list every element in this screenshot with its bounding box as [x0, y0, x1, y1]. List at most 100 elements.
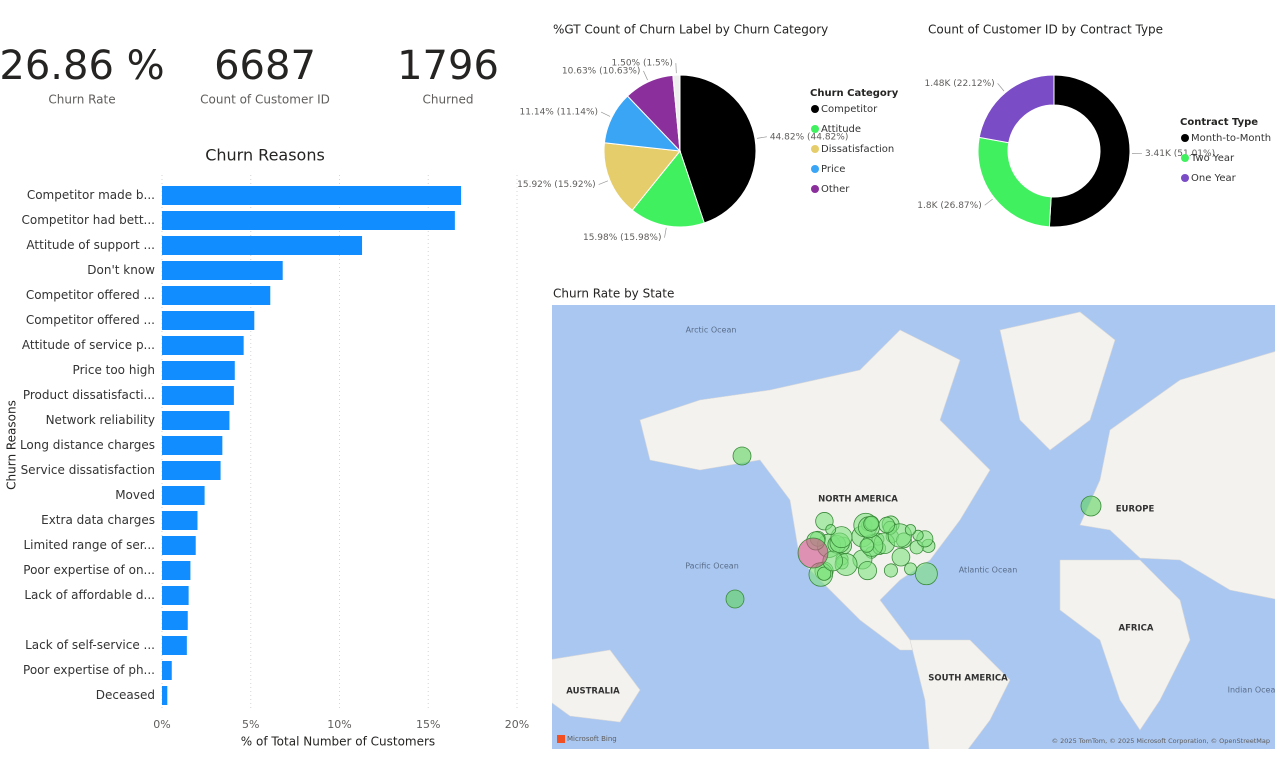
data-label: 1.50% (1.5%)	[612, 59, 673, 69]
bar	[162, 186, 462, 205]
land	[639, 329, 991, 651]
x-tick-label: 15%	[416, 718, 440, 731]
y-tick-label: Competitor offered ...	[26, 313, 155, 327]
y-tick-label: Limited range of ser...	[23, 538, 155, 552]
bing-logo	[557, 735, 565, 743]
bar	[162, 261, 283, 280]
card-label: Churned	[423, 93, 474, 107]
map-bubble	[732, 446, 752, 466]
slice	[679, 74, 757, 224]
y-tick-label: Deceased	[96, 688, 155, 702]
bar	[162, 586, 189, 605]
y-tick-label: Extra data charges	[41, 513, 155, 527]
slice	[631, 149, 705, 228]
map-label: Atlantic Ocean	[959, 566, 1018, 575]
bar	[162, 661, 172, 680]
data-label: 15.92% (15.92%)	[517, 180, 596, 190]
legend-label: Price	[821, 164, 845, 175]
legend-marker	[811, 185, 819, 193]
data-label: 1.48K (22.12%)	[924, 79, 994, 89]
y-axis-label: Churn Reasons	[5, 400, 19, 490]
map-labels: Arctic Ocean NORTH AMERICA EUROPE Pacific O…	[566, 326, 1275, 697]
y-tick-label: Lack of self-service ...	[25, 638, 155, 652]
map-label: AUSTRALIA	[566, 687, 620, 697]
bar	[162, 286, 271, 305]
bar	[162, 336, 244, 355]
map-bubble	[725, 589, 745, 609]
data-label: 15.98% (15.98%)	[583, 233, 662, 243]
y-tick-label: Competitor had bett...	[22, 213, 156, 227]
y-tick-label: Attitude of service p...	[22, 338, 155, 352]
y-tick-label: Competitor made b...	[27, 188, 155, 202]
y-tick-label: Don't know	[87, 263, 155, 277]
legend-label: Dissatisfaction	[821, 144, 894, 155]
data-label: 11.14% (11.14%)	[520, 108, 599, 118]
bar	[162, 486, 205, 505]
map-label: SOUTH AMERICA	[928, 674, 1008, 684]
map-bubble	[797, 537, 829, 569]
land	[999, 311, 1116, 451]
map-bubble	[891, 547, 911, 567]
legend-label: Attitude	[821, 124, 861, 135]
bar	[162, 561, 191, 580]
card-value: 1796	[397, 43, 499, 89]
bar	[162, 536, 196, 555]
slice	[977, 136, 1052, 228]
slice	[978, 74, 1055, 144]
bar	[162, 686, 168, 705]
leader-line	[997, 83, 1005, 92]
legend-marker	[811, 125, 819, 133]
legend-label: Competitor	[821, 104, 878, 115]
legend-label: Two Year	[1190, 153, 1235, 164]
bubbles	[725, 446, 1102, 609]
land	[1059, 559, 1191, 731]
y-tick-label: Product dissatisfacti...	[23, 388, 155, 402]
data-label: 44.82% (44.82%)	[770, 132, 849, 142]
map-bubble	[825, 524, 837, 535]
map-label: NORTH AMERICA	[818, 495, 898, 505]
map-label: Pacific Ocean	[685, 562, 739, 571]
data-label: 1.8K (26.87%)	[917, 201, 981, 211]
leader-line	[600, 111, 611, 117]
legend-marker	[811, 145, 819, 153]
map-label: AFRICA	[1119, 624, 1154, 634]
map-bubble	[914, 562, 938, 586]
slice	[1048, 74, 1131, 228]
card-value: 26.86 %	[0, 43, 165, 89]
leader-line	[756, 136, 767, 139]
leader-line	[984, 198, 993, 206]
leader-line	[598, 180, 609, 185]
y-tick-label: Poor expertise of ph...	[23, 663, 155, 677]
bar	[162, 311, 255, 330]
y-tick-label: Service dissatisfaction	[21, 463, 155, 477]
legend-marker	[811, 105, 819, 113]
bar	[162, 436, 223, 455]
y-tick-label: Competitor offered ...	[26, 288, 155, 302]
map-logo: Microsoft Bing	[567, 735, 617, 743]
map-bubble	[912, 529, 924, 541]
legend-marker	[1181, 154, 1189, 162]
bar	[162, 461, 221, 480]
legend-marker	[1181, 174, 1189, 182]
map-bubble	[878, 516, 895, 534]
bar	[162, 511, 198, 530]
y-tick-label: Poor expertise of on...	[23, 563, 155, 577]
y-tick-label: Long distance charges	[20, 438, 155, 452]
legend-label: One Year	[1191, 173, 1237, 184]
y-tick-label: Attitude of support ...	[26, 238, 155, 252]
slice	[603, 142, 681, 211]
legend-marker	[1181, 134, 1189, 142]
map-bubble	[863, 515, 880, 532]
x-tick-label: 0%	[153, 718, 170, 731]
bar	[162, 611, 188, 630]
map-attribution: © 2025 TomTom, © 2025 Microsoft Corporat…	[1052, 737, 1270, 745]
bar	[162, 236, 363, 255]
x-tick-label: 20%	[505, 718, 529, 731]
bar	[162, 211, 455, 230]
land	[909, 639, 1011, 749]
leader-line	[643, 70, 648, 81]
map[interactable]: Arctic Ocean NORTH AMERICA EUROPE Pacific O…	[548, 305, 1280, 757]
x-axis-label: % of Total Number of Customers	[241, 735, 435, 749]
map-bubble	[883, 563, 898, 578]
card-label: Churn Rate	[48, 93, 115, 107]
